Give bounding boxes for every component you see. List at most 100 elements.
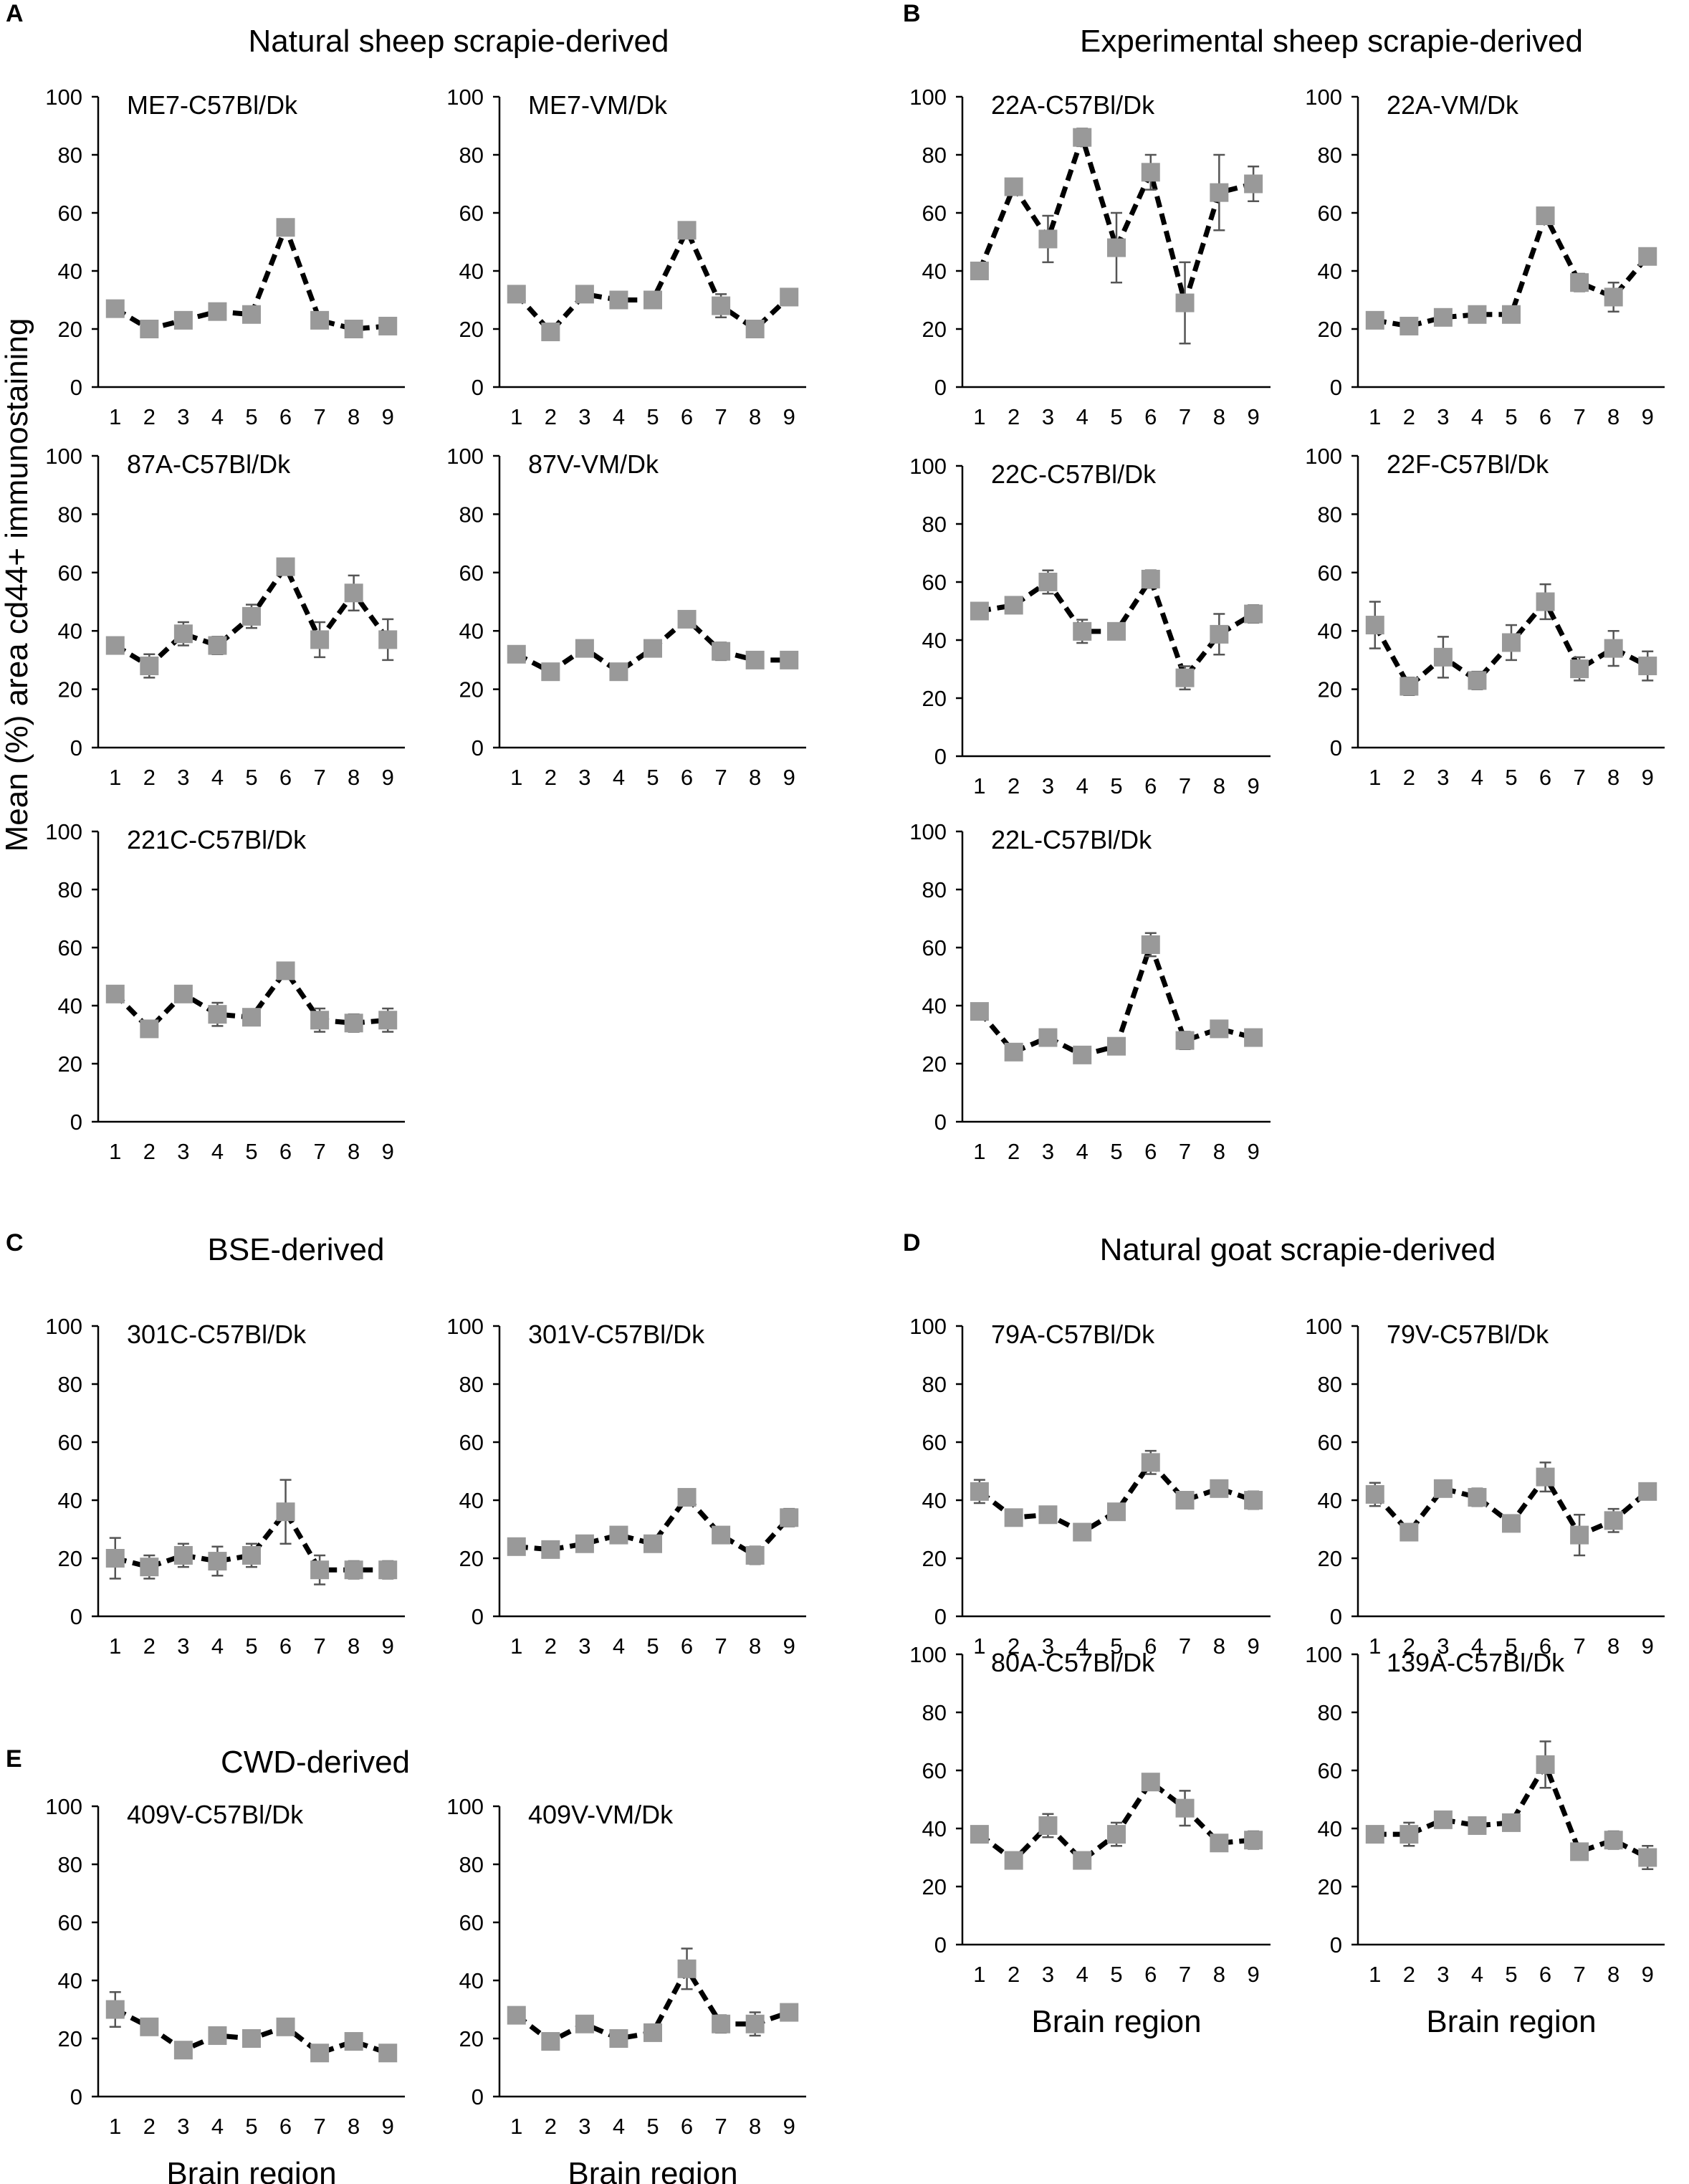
chart-22a-c57bl-dk: 0 20 40 60 80 100 1 2 3 4 5 6 7 8 9 22A-C57Bl/Dk: [909, 85, 1271, 429]
y-tick-label: 40: [459, 1488, 484, 1513]
x-tick-label: 5: [1505, 765, 1517, 790]
x-tick-label: 6: [279, 2114, 292, 2139]
data-point: [1604, 1511, 1623, 1530]
y-tick-label: 0: [70, 735, 82, 760]
data-point: [1004, 596, 1023, 615]
data-point: [1365, 310, 1384, 330]
data-point: [677, 1487, 697, 1507]
y-tick-label: 80: [922, 143, 947, 168]
x-tick-label: 4: [1076, 773, 1088, 798]
data-point: [378, 630, 398, 649]
data-point: [1638, 1482, 1657, 1501]
x-tick-label: 9: [1247, 1962, 1259, 1987]
series-line: [515, 227, 791, 335]
chart-title: ME7-C57Bl/Dk: [127, 90, 298, 120]
data-point: [173, 2041, 193, 2060]
chart-me7-c57bl-dk: 0 20 40 60 80 100 1 2 3 4 5 6 7 8 9 ME7-C57Bl/Dk: [45, 85, 405, 429]
x-tick-label: 9: [783, 2114, 795, 2139]
panel-title-c: BSE-derived: [207, 1232, 384, 1267]
data-point: [677, 221, 697, 240]
x-tick-label: 3: [177, 2114, 189, 2139]
y-tick-label: 0: [1330, 1604, 1342, 1629]
data-point: [780, 287, 799, 307]
panel-title-a: Natural sheep scrapie-derived: [249, 24, 669, 59]
y-tick-label: 100: [446, 444, 484, 469]
y-tick-label: 60: [459, 1430, 484, 1455]
data-point: [1604, 287, 1623, 307]
x-tick-label: 2: [1008, 1962, 1020, 1987]
y-tick-label: 60: [58, 201, 82, 226]
data-point: [242, 606, 261, 626]
x-tick-label: 3: [1437, 1962, 1449, 1987]
data-point: [1365, 1825, 1384, 1844]
y-tick-label: 20: [459, 317, 484, 342]
data-point: [1141, 1453, 1160, 1472]
data-point: [105, 1549, 125, 1568]
data-point: [780, 650, 799, 669]
x-tick-label: 9: [1247, 404, 1259, 429]
x-tick-label: 7: [313, 765, 325, 790]
x-tick-label: 4: [1076, 1962, 1088, 1987]
y-tick-label: 40: [922, 1488, 947, 1513]
x-tick-label: 5: [245, 404, 257, 429]
y-tick-label: 60: [459, 1910, 484, 1935]
data-point: [1638, 247, 1657, 266]
x-tick-label: 2: [545, 765, 557, 790]
x-tick-label: 7: [1179, 1139, 1191, 1164]
data-point: [1468, 1816, 1487, 1835]
y-tick-label: 100: [45, 444, 82, 469]
data-point: [242, 305, 261, 324]
data-point: [575, 639, 594, 658]
x-tick-label: 4: [1471, 1962, 1483, 1987]
chart-139a-c57bl-dk: 0 20 40 60 80 100 1 2 3 4 5 6 7 8 9 139A-C57Bl/Dk Brain …: [1305, 1642, 1665, 2039]
x-tick-label: 7: [1573, 1962, 1585, 1987]
x-tick-label: 3: [1437, 404, 1449, 429]
data-point: [712, 2014, 731, 2033]
x-tick-label: 6: [681, 1634, 693, 1659]
data-point: [173, 624, 193, 644]
data-point: [208, 2026, 227, 2045]
x-tick-label: 6: [1539, 1634, 1551, 1659]
data-point: [1107, 1036, 1126, 1056]
data-point: [1073, 621, 1092, 641]
data-point: [1210, 624, 1229, 644]
y-tick-label: 20: [58, 677, 82, 702]
panel-title-d: Natural goat scrapie-derived: [1100, 1232, 1496, 1267]
chart-title: 301C-C57Bl/Dk: [127, 1320, 307, 1349]
x-tick-label: 3: [578, 404, 590, 429]
data-point: [1502, 1813, 1521, 1832]
x-tick-label: 1: [109, 2114, 121, 2139]
x-tick-label: 3: [177, 765, 189, 790]
x-tick-label: 8: [1213, 1962, 1225, 1987]
chart-title: 87V-VM/Dk: [528, 449, 659, 479]
data-point: [1004, 1508, 1023, 1527]
y-tick-label: 20: [1318, 677, 1342, 702]
y-tick-label: 40: [922, 259, 947, 284]
x-tick-label: 4: [211, 1139, 224, 1164]
data-point: [541, 2032, 560, 2051]
data-point: [1468, 1487, 1487, 1507]
data-point: [173, 984, 193, 1003]
data-point: [344, 1560, 363, 1580]
x-tick-label: 9: [382, 1634, 394, 1659]
y-tick-label: 20: [922, 317, 947, 342]
x-tick-label: 2: [1403, 765, 1415, 790]
x-tick-label: 5: [646, 404, 659, 429]
x-tick-label: 3: [1042, 1634, 1054, 1659]
x-tick-label: 2: [1403, 1962, 1415, 1987]
y-tick-label: 80: [922, 1372, 947, 1397]
y-tick-label: 80: [459, 502, 484, 527]
x-tick-label: 6: [1539, 1962, 1551, 1987]
x-tick-label: 5: [646, 2114, 659, 2139]
data-point: [1536, 592, 1555, 611]
x-tick-label: 1: [510, 1634, 522, 1659]
x-tick-label: 9: [382, 765, 394, 790]
y-tick-label: 20: [922, 686, 947, 711]
y-tick-label: 40: [58, 1968, 82, 1993]
data-point: [344, 320, 363, 338]
y-tick-label: 80: [922, 877, 947, 902]
x-tick-label: 8: [1607, 1962, 1619, 1987]
data-point: [344, 583, 363, 603]
